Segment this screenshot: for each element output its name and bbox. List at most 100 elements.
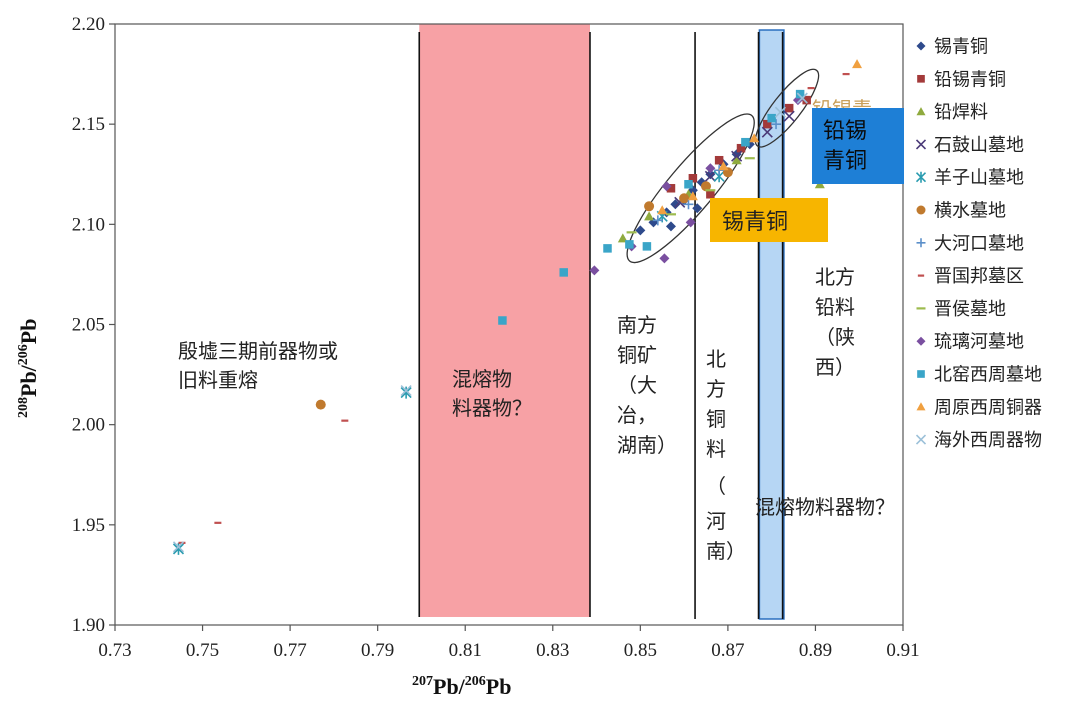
data-point xyxy=(705,169,716,180)
legend-item: 横水墓地 xyxy=(916,201,1006,222)
annotation-north-copper-5: （ xyxy=(706,474,726,498)
data-point xyxy=(916,205,926,215)
data-point xyxy=(731,155,742,165)
legend-item: 琉璃河墓地 xyxy=(916,332,1024,353)
data-point xyxy=(916,107,926,116)
legend-label: 羊子山墓地 xyxy=(934,168,1024,189)
data-point xyxy=(657,205,668,215)
x-axis-title: 207Pb/206Pb xyxy=(412,674,511,699)
cluster-ellipse xyxy=(754,68,820,148)
legend-label: 横水墓地 xyxy=(934,201,1006,222)
legend-item: 铅焊料 xyxy=(916,102,988,123)
data-point xyxy=(683,199,694,210)
legend-label: 石鼓山墓地 xyxy=(934,135,1024,156)
tin-bronze-box xyxy=(710,198,828,242)
data-point xyxy=(400,386,412,399)
data-point xyxy=(774,106,786,118)
data-point xyxy=(687,191,698,201)
data-point xyxy=(701,181,711,192)
data-point xyxy=(706,190,715,199)
lead-tin-box-line1: 铅锡 xyxy=(823,119,867,144)
annotation-mix-right: 混熔物料器物？ xyxy=(755,495,895,519)
annotation-mix-left-line2: 料器物？ xyxy=(452,396,532,420)
x-tick-label: 0.85 xyxy=(624,640,657,661)
data-point xyxy=(917,370,925,378)
data-point xyxy=(642,242,652,251)
legend-label: 周原西周铜器 xyxy=(934,397,1042,418)
data-point xyxy=(916,402,926,411)
x-tick-label: 0.73 xyxy=(98,640,131,661)
region-shading xyxy=(419,24,785,620)
data-point xyxy=(665,221,676,232)
y-tick-label: 1.90 xyxy=(72,615,105,636)
annotation-south-line2: 铜矿 xyxy=(617,343,657,367)
data-points xyxy=(172,59,863,555)
x-tick-label: 0.79 xyxy=(361,640,394,661)
data-point xyxy=(749,133,760,143)
annotation-yinxu-line1: 殷墟三期前器物或 xyxy=(178,339,338,363)
lead-tin-bronze-box xyxy=(812,108,904,184)
data-point xyxy=(763,119,772,129)
data-point xyxy=(915,139,927,150)
x-tick-label: 0.87 xyxy=(711,640,744,661)
legend-label: 铅锡青铜 xyxy=(934,69,1006,90)
data-point xyxy=(784,103,794,113)
data-point xyxy=(400,385,412,397)
data-point xyxy=(761,126,773,138)
data-point xyxy=(915,171,927,183)
cluster-ellipses xyxy=(626,68,820,264)
y-tick-label: 1.95 xyxy=(72,515,105,536)
legend-item: 海外西周器物 xyxy=(915,430,1042,451)
annotations: 殷墟三期前器物或 旧料重熔 混熔物 料器物？ 南方 铜矿 （大 冶， 湖南） 北… xyxy=(178,97,904,563)
legend-label: 琉璃河墓地 xyxy=(934,332,1024,353)
annotation-north-copper-4: 料 xyxy=(706,437,726,461)
data-point xyxy=(916,41,926,51)
data-point xyxy=(661,181,672,192)
annotation-north-lead-2: 铅料 xyxy=(815,295,855,319)
annotation-north-copper-6: 河 xyxy=(706,509,726,533)
annotation-north-copper-1: 北 xyxy=(706,347,726,371)
tin-bronze-box-label: 锡青铜 xyxy=(722,210,788,235)
data-point xyxy=(670,199,681,210)
y-tick-label: 2.00 xyxy=(72,415,105,436)
data-point xyxy=(688,174,698,183)
data-point xyxy=(617,233,628,243)
data-point xyxy=(635,225,646,236)
legend-item: 北窑西周墓地 xyxy=(917,365,1042,386)
y-tick-label: 2.15 xyxy=(72,114,105,135)
annotation-north-copper-3: 铜 xyxy=(706,407,726,431)
legend-label: 晋侯墓地 xyxy=(934,299,1006,320)
data-point xyxy=(315,399,326,410)
annotation-north-lead-3: （陕 xyxy=(815,325,855,349)
legend-label: 晋国邦墓区 xyxy=(934,266,1024,287)
data-point xyxy=(659,253,670,264)
data-point xyxy=(917,74,925,83)
legend-item: 晋侯墓地 xyxy=(916,299,1006,320)
annotation-south-line3: （大 xyxy=(617,373,657,397)
legend-item: 大河口墓地 xyxy=(916,233,1024,254)
data-point xyxy=(915,434,927,445)
x-tick-label: 0.77 xyxy=(273,640,306,661)
legend-item: 周原西周铜器 xyxy=(916,397,1042,418)
y-axis-ticks: 1.90 1.95 2.00 2.05 2.10 2.15 2.20 xyxy=(72,14,115,636)
data-point xyxy=(741,137,750,147)
data-point xyxy=(718,161,729,171)
x-tick-label: 0.83 xyxy=(536,640,569,661)
x-tick-label: 0.75 xyxy=(186,640,219,661)
legend-item: 铅锡青铜 xyxy=(917,69,1006,90)
data-point xyxy=(589,265,600,276)
legend-item: 晋国邦墓区 xyxy=(917,266,1024,287)
legend-label: 大河口墓地 xyxy=(934,233,1024,254)
data-point xyxy=(704,170,716,182)
y-tick-label: 2.05 xyxy=(72,315,105,336)
data-point xyxy=(771,119,782,130)
legend-label: 北窑西周墓地 xyxy=(934,365,1042,386)
y-tick-label: 2.20 xyxy=(72,14,105,35)
annotation-yinxu-line2: 旧料重熔 xyxy=(178,368,258,392)
data-point xyxy=(731,150,743,162)
annotation-south-line5: 湖南） xyxy=(617,433,677,457)
data-point xyxy=(916,238,926,248)
annotation-north-lead-4: 西） xyxy=(815,355,855,379)
lead-tin-box-line2: 青铜 xyxy=(823,149,867,174)
